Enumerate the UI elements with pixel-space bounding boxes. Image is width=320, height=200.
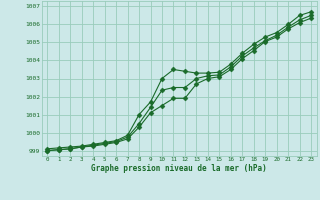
X-axis label: Graphe pression niveau de la mer (hPa): Graphe pression niveau de la mer (hPa)	[91, 164, 267, 173]
